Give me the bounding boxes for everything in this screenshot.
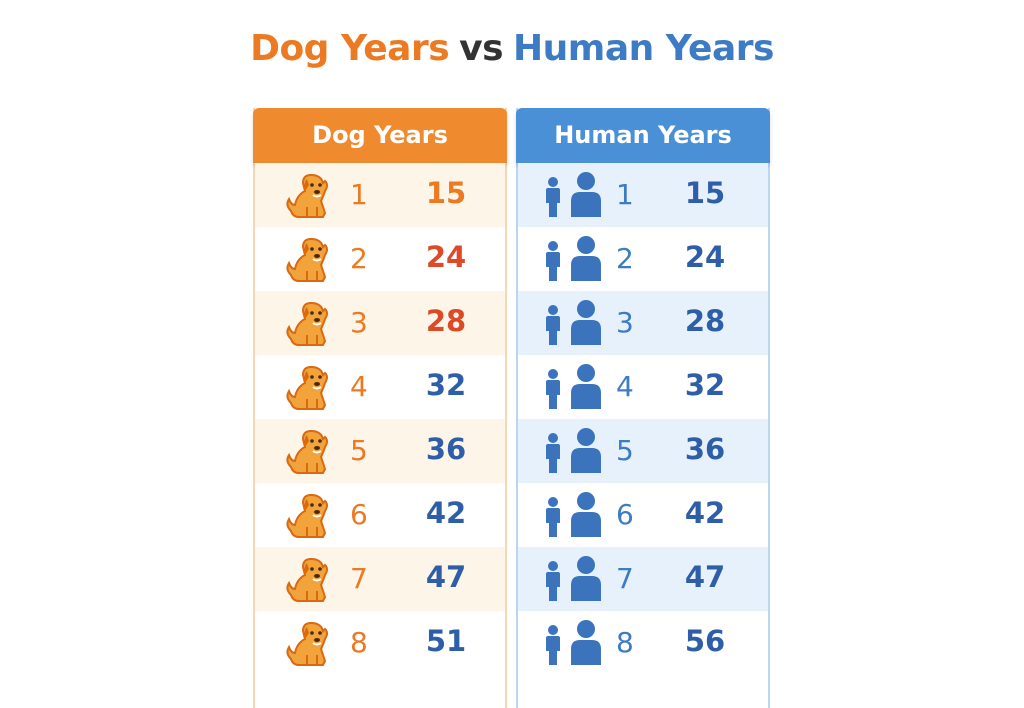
value: 28 — [425, 304, 467, 338]
value: 15 — [425, 176, 467, 210]
table-row: 5 36 — [255, 419, 505, 483]
age: 5 — [350, 434, 368, 467]
person-icon — [542, 235, 606, 287]
person-icon — [542, 363, 606, 415]
table-row: 4 32 — [255, 355, 505, 419]
age: 6 — [616, 498, 634, 531]
dog-icon — [283, 619, 333, 671]
value: 47 — [684, 560, 726, 594]
dog-icon — [283, 555, 333, 607]
age: 7 — [350, 562, 368, 595]
dog-icon — [283, 171, 333, 223]
value: 24 — [684, 240, 726, 274]
table-row: 8 51 — [255, 611, 505, 675]
table-header: Human Years — [516, 108, 770, 163]
table-row: 7 47 — [518, 547, 768, 611]
dog-icon — [283, 363, 333, 415]
value: 56 — [684, 624, 726, 658]
age: 2 — [350, 242, 368, 275]
person-icon — [542, 171, 606, 223]
title-part: Human Years — [513, 28, 774, 69]
title-part: vs — [459, 28, 504, 69]
value: 42 — [684, 496, 726, 530]
value: 51 — [425, 624, 467, 658]
age: 1 — [350, 178, 368, 211]
table-row: 4 32 — [518, 355, 768, 419]
value: 28 — [684, 304, 726, 338]
dog-icon — [283, 427, 333, 479]
table-row: 6 42 — [518, 483, 768, 547]
title: Dog Years vs Human Years — [0, 28, 1024, 69]
value: 32 — [425, 368, 467, 402]
value: 42 — [425, 496, 467, 530]
table-row: 1 15 — [255, 163, 505, 227]
value: 15 — [684, 176, 726, 210]
table-row: 3 28 — [255, 291, 505, 355]
age: 8 — [616, 626, 634, 659]
table-row: 7 47 — [255, 547, 505, 611]
age: 8 — [350, 626, 368, 659]
table: Dog Years 1 15 2 24 3 28 4 32 5 36 6 42 7 47 8 51 — [253, 108, 507, 708]
person-icon — [542, 619, 606, 671]
age: 3 — [616, 306, 634, 339]
table-row: 3 28 — [518, 291, 768, 355]
table-row: 1 15 — [518, 163, 768, 227]
table-row: 5 36 — [518, 419, 768, 483]
dog-icon — [283, 299, 333, 351]
age: 2 — [616, 242, 634, 275]
person-icon — [542, 299, 606, 351]
table: Human Years 1 15 2 24 3 28 4 32 5 36 6 42 7 47 8 56 — [516, 108, 770, 708]
person-icon — [542, 555, 606, 607]
value: 32 — [684, 368, 726, 402]
age: 7 — [616, 562, 634, 595]
table-row: 2 24 — [255, 227, 505, 291]
value: 47 — [425, 560, 467, 594]
person-icon — [542, 427, 606, 479]
dog-icon — [283, 235, 333, 287]
table-row: 2 24 — [518, 227, 768, 291]
page: Dog Years vs Human Years Dog Years 1 15 2 24 3 2… — [0, 28, 1024, 708]
value: 36 — [684, 432, 726, 466]
age: 5 — [616, 434, 634, 467]
age: 3 — [350, 306, 368, 339]
value: 24 — [425, 240, 467, 274]
title-part: Dog Years — [250, 28, 450, 69]
dog-icon — [283, 491, 333, 543]
table-header: Dog Years — [253, 108, 507, 163]
age: 4 — [350, 370, 368, 403]
value: 36 — [425, 432, 467, 466]
age: 4 — [616, 370, 634, 403]
table-row: 8 56 — [518, 611, 768, 675]
table-row: 6 42 — [255, 483, 505, 547]
age: 1 — [616, 178, 634, 211]
person-icon — [542, 491, 606, 543]
age: 6 — [350, 498, 368, 531]
